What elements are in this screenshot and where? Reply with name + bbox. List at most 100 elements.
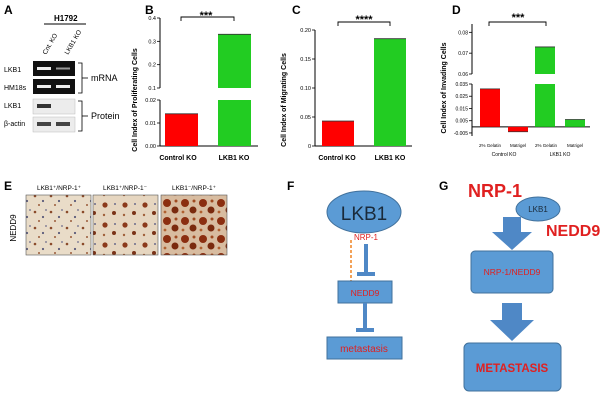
panel-e-letter: E [4,179,12,193]
node-lkb1-label: LKB1 [341,204,387,225]
bracket-protein [78,100,83,132]
chart-c-xtick-lkb1: LKB1 KO [375,155,406,162]
node-metastasis-label: metastasis [340,344,388,355]
bracket-mrna [78,62,83,94]
panel-c: C Cell Index of Migrating Cells 0 0.05 0.1… [281,3,412,162]
panel-d-letter: D [452,3,461,17]
chart-d-ytick-label: 0.035 [455,82,468,88]
chart-b-bar-upper [218,34,251,88]
node-lkb1 [326,190,402,234]
panel-b-letter: B [145,3,154,17]
chart-d-xtick-0: 2% Gelatin [479,143,502,148]
chart-d: -0.005 0.005 0.015 0.025 0.035 0.06 0.07 0.08 [454,21,590,137]
chart-b-sig-bracket [180,16,235,21]
chart-c-ytick-label: 0 [308,144,311,150]
chart-c-bar [374,38,406,147]
bracket-label-protein: Protein [91,111,120,121]
chart-d-bar [508,126,528,132]
ihc-image-3 [160,194,228,256]
panel-a-letter: A [4,3,13,17]
lane-label-control: Cnt. KO [42,32,60,56]
g-node-lkb1-label: LKB1 [528,205,548,214]
chart-d-group-control: Control KO [492,152,517,158]
band-lkb1-control [37,67,51,70]
chart-d-significance: *** [512,12,526,24]
chart-b-xtick-control: Control KO [159,155,197,162]
chart-b-bar [165,113,198,146]
chart-d-xtick-2: 2% Gelatin [535,143,558,148]
chart-c-ylabel: Cell Index of Migrating Cells [281,53,288,147]
lane-label-lkb1-ko: LKB1 KO [64,29,84,56]
chart-d-group-lkb1: LKB1 KO [550,152,571,158]
chart-d-bar [565,119,585,127]
band-actin-ko [56,122,70,126]
panel-d: D Cell Index of Invading Cells -0.005 0.0… [441,3,590,158]
chart-b-ytick-label: 0.01 [145,121,156,127]
chart-d-xtick-3: Matrigel [567,143,583,148]
row-label-lkb1-mrna: LKB1 [4,67,21,74]
chart-b-ylabel: Cell Index of Proliferating Cells [132,48,139,152]
panel-a: A H1792 Cnt. KO LKB1 KO LKB1 HM18s LKB1 … [4,3,120,133]
chart-d-ytick-label: 0.06 [458,72,468,78]
panel-e: E NEDD9 LKB1⁺/NRP-1⁺ LKB1⁺/NRP-1⁻ LKB1⁻/… [4,179,228,256]
band-lkb1-ko [56,67,70,70]
row-label-beta-actin: β-actin [4,121,25,128]
chart-c-ytick-label: 0.20 [300,28,311,34]
chart-b-ytick-label: 0.3 [148,39,156,45]
chart-c: 0 0.05 0.10 0.15 0.20 [300,21,412,150]
node-nedd9-label: NEDD9 [351,288,380,298]
ihc-caption-3: LKB1⁻/NRP-1⁺ [172,185,217,192]
band-hm18s-control [37,85,51,88]
chart-c-ytick-label: 0.10 [300,86,311,92]
panel-f-letter: F [287,179,294,193]
chart-b-ytick-label: 0.00 [145,144,156,150]
band-lkb1-protein-control [37,104,51,108]
gel-hm18s [33,79,75,94]
ihc-image-2 [92,194,159,256]
chart-d-ylabel: Cell Index of Invading Cells [441,42,448,133]
bracket-label-mrna: mRNA [91,73,118,83]
chart-d-bar [480,88,500,127]
g-arrow-2 [490,303,534,341]
chart-b-bar-lower [218,100,251,146]
chart-d-ytick-label: 0.005 [455,119,468,125]
row-label-hm18s: HM18s [4,85,27,92]
chart-c-bar [322,121,354,146]
chart-d-ytick-label: 0.07 [458,51,468,57]
g-node-lkb1 [515,196,561,222]
chart-d-ytick-label: -0.005 [454,131,468,137]
chart-c-ytick-label: 0.15 [300,57,311,63]
chart-b-ytick-label: 0.4 [148,16,156,22]
g-node-metastasis [463,342,562,392]
chart-c-xtick-control: Control KO [318,155,356,162]
chart-b-ytick-label: 0.1 [148,86,156,92]
chart-b: 0.00 0.01 0.02 0.1 0.2 0.3 0.4 [145,16,258,150]
g-arrow-1 [492,217,532,250]
chart-c-sig-bracket [337,21,391,26]
chart-b-xtick-lkb1: LKB1 KO [219,155,250,162]
panel-c-letter: C [292,3,301,17]
chart-d-bar-lower [535,84,555,127]
panel-b: B Cell Index of Proliferating Cells 0.00… [132,3,258,162]
ihc-image-1 [25,194,92,256]
ihc-caption-1: LKB1⁺/NRP-1⁺ [37,185,82,192]
chart-d-sig-bracket [488,21,547,26]
gel-lkb1-mrna [33,61,75,76]
chart-b-significance: *** [200,10,214,22]
chart-d-bar-upper [535,46,555,74]
panel-g: G NRP-1 LKB1 NEDD9 NRP-1/NEDD9 METASTASI… [439,179,600,392]
g-nedd9-label: NEDD9 [546,223,600,240]
node-nrp1-label: NRP-1 [354,233,379,242]
chart-b-ytick-label: 0.02 [145,98,156,104]
chart-c-significance: **** [355,14,373,26]
chart-c-ytick-label: 0.05 [300,115,311,121]
chart-d-xtick-1: Matrigel [510,143,526,148]
row-label-lkb1-protein: LKB1 [4,103,21,110]
band-hm18s-ko [56,85,70,88]
ihc-caption-2: LKB1⁺/NRP-1⁻ [103,185,148,192]
node-metastasis [326,336,403,360]
g-node-nrp1-nedd9 [470,250,554,294]
chart-d-ytick-label: 0.08 [458,30,468,36]
chart-b-ytick-label: 0.2 [148,63,156,69]
